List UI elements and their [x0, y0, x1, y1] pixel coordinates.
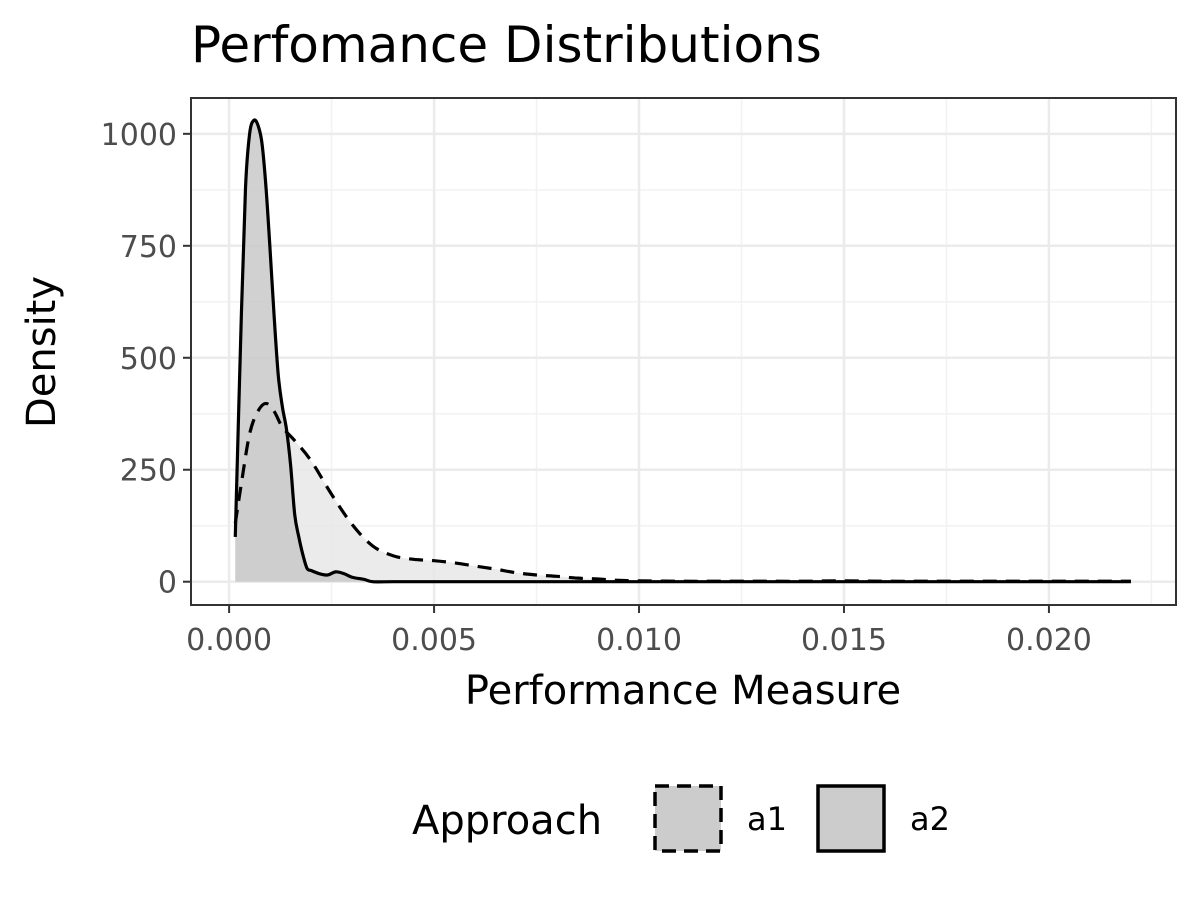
x-axis-title: Performance Measure	[465, 668, 901, 714]
y-tick-label: 1000	[101, 118, 177, 153]
legend-title: Approach	[412, 798, 602, 844]
density-area-a1	[235, 403, 1131, 582]
minor-gridlines	[191, 98, 1176, 605]
legend-item-a1: a1	[653, 784, 787, 853]
x-tick-label: 0.000	[186, 623, 272, 658]
legend: Approach a1 a2	[412, 784, 950, 853]
density-lines	[233, 118, 1131, 584]
x-tick-label: 0.015	[801, 623, 887, 658]
y-tick-label: 250	[120, 454, 177, 489]
x-tick-label: 0.020	[1006, 623, 1092, 658]
y-axis: 0 250 500 750 1000	[101, 118, 191, 601]
chart-title: Perfomance Distributions	[191, 16, 822, 74]
plot-background	[191, 98, 1176, 605]
legend-label-a1: a1	[747, 800, 787, 838]
y-tick-label: 0	[158, 566, 177, 601]
plot-panel	[190, 97, 1177, 606]
density-line-a2	[233, 118, 1131, 584]
legend-label-a2: a2	[910, 800, 950, 838]
legend-key-a2	[816, 784, 886, 853]
plot-border	[190, 97, 1177, 606]
y-tick-label: 750	[120, 230, 177, 265]
y-tick-label: 500	[120, 342, 177, 377]
x-axis: 0.000 0.005 0.010 0.015 0.020	[186, 605, 1092, 658]
y-axis-title: Density	[19, 276, 65, 428]
legend-item-a2: a2	[816, 784, 950, 853]
legend-key-a1	[653, 784, 723, 853]
x-tick-label: 0.010	[596, 623, 682, 658]
density-areas	[235, 119, 1131, 582]
x-tick-label: 0.005	[391, 623, 477, 658]
